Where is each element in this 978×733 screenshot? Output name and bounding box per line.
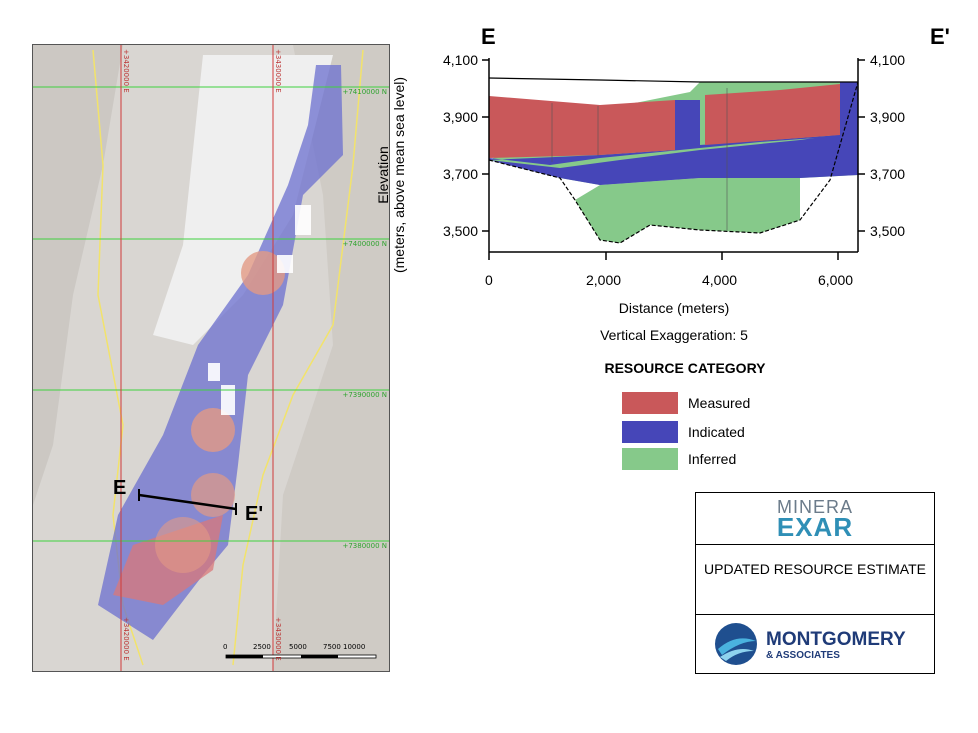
y-tick-label-right: 4,100 [870, 52, 906, 68]
legend-swatch [622, 448, 678, 470]
figure-title: UPDATED RESOURCE ESTIMATE [696, 545, 934, 615]
y-tick-label: 3,900 [442, 109, 478, 125]
consultant-subtitle: & ASSOCIATES [766, 650, 840, 661]
y-tick-label-right: 3,900 [870, 109, 906, 125]
title-block: MINERA EXAR UPDATED RESOURCE ESTIMATE MO… [695, 492, 935, 674]
y-tick-label-right: 3,500 [870, 223, 906, 239]
scale-label: 0 [223, 643, 228, 651]
company-name-bottom: EXAR [776, 512, 854, 542]
scale-label: 5000 [289, 643, 307, 651]
x-tick-label: 0 [485, 272, 493, 288]
legend-swatch [622, 421, 678, 443]
legend-title: RESOURCE CATEGORY [604, 360, 766, 376]
y-tick-label-right: 3,700 [870, 166, 906, 182]
y-axis-label: Elevation (meters, above mean sea level) [375, 55, 409, 295]
y-axis-label-line1: Elevation [375, 146, 391, 204]
scale-label: 7500 [323, 643, 341, 651]
section-start-label: E [113, 477, 127, 499]
consultant-logo: MONTGOMERY & ASSOCIATES [696, 615, 934, 673]
cross-section: E E' Elevation (meters, above mean sea l… [0, 0, 978, 340]
legend-label: Indicated [688, 424, 745, 440]
x-axis-label: Distance (meters) [618, 300, 730, 316]
map-graphic [33, 45, 389, 671]
northing-label: +7390000 N [342, 391, 387, 399]
section-title-right: E' [930, 24, 950, 49]
easting-label: +3420000 E [122, 617, 130, 661]
y-tick-label: 3,700 [442, 166, 478, 182]
scale-label: 2500 [253, 643, 271, 651]
legend-label: Inferred [688, 451, 737, 467]
y-tick-label: 4,100 [442, 52, 478, 68]
legend-swatch [622, 392, 678, 414]
company-logo: MINERA EXAR [696, 493, 934, 545]
section-title-left: E [481, 24, 496, 49]
consultant-name: MONTGOMERY [766, 629, 906, 650]
cross-section-graphic [482, 58, 865, 260]
y-axis-label-line2: (meters, above mean sea level) [391, 76, 407, 274]
company-name-top: MINERA [776, 497, 853, 517]
scale-label: 10000 [343, 643, 366, 651]
y-tick-label: 3,500 [442, 223, 478, 239]
x-tick-label: 4,000 [702, 272, 738, 288]
easting-label: +3430000 E [274, 617, 282, 661]
northing-label: +7400000 N [342, 240, 387, 248]
section-end-label: E' [245, 503, 264, 525]
legend-label: Measured [688, 395, 751, 411]
x-tick-label: 2,000 [586, 272, 622, 288]
vertical-exaggeration-note: Vertical Exaggeration: 5 [600, 327, 748, 343]
northing-label: +7380000 N [342, 542, 387, 550]
globe-icon [715, 623, 757, 665]
x-tick-label: 6,000 [818, 272, 854, 288]
northing-label: +7410000 N [342, 88, 387, 96]
map-panel: +7410000 N +7400000 N +7390000 N +738000… [32, 44, 390, 672]
